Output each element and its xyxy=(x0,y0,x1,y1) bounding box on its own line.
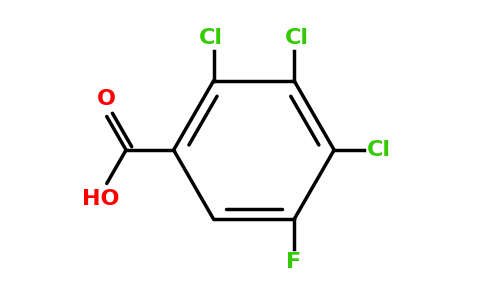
Text: O: O xyxy=(97,89,116,109)
Text: Cl: Cl xyxy=(285,28,309,48)
Text: Cl: Cl xyxy=(367,140,391,160)
Text: F: F xyxy=(287,252,302,272)
Text: Cl: Cl xyxy=(199,28,223,48)
Text: HO: HO xyxy=(82,189,120,209)
